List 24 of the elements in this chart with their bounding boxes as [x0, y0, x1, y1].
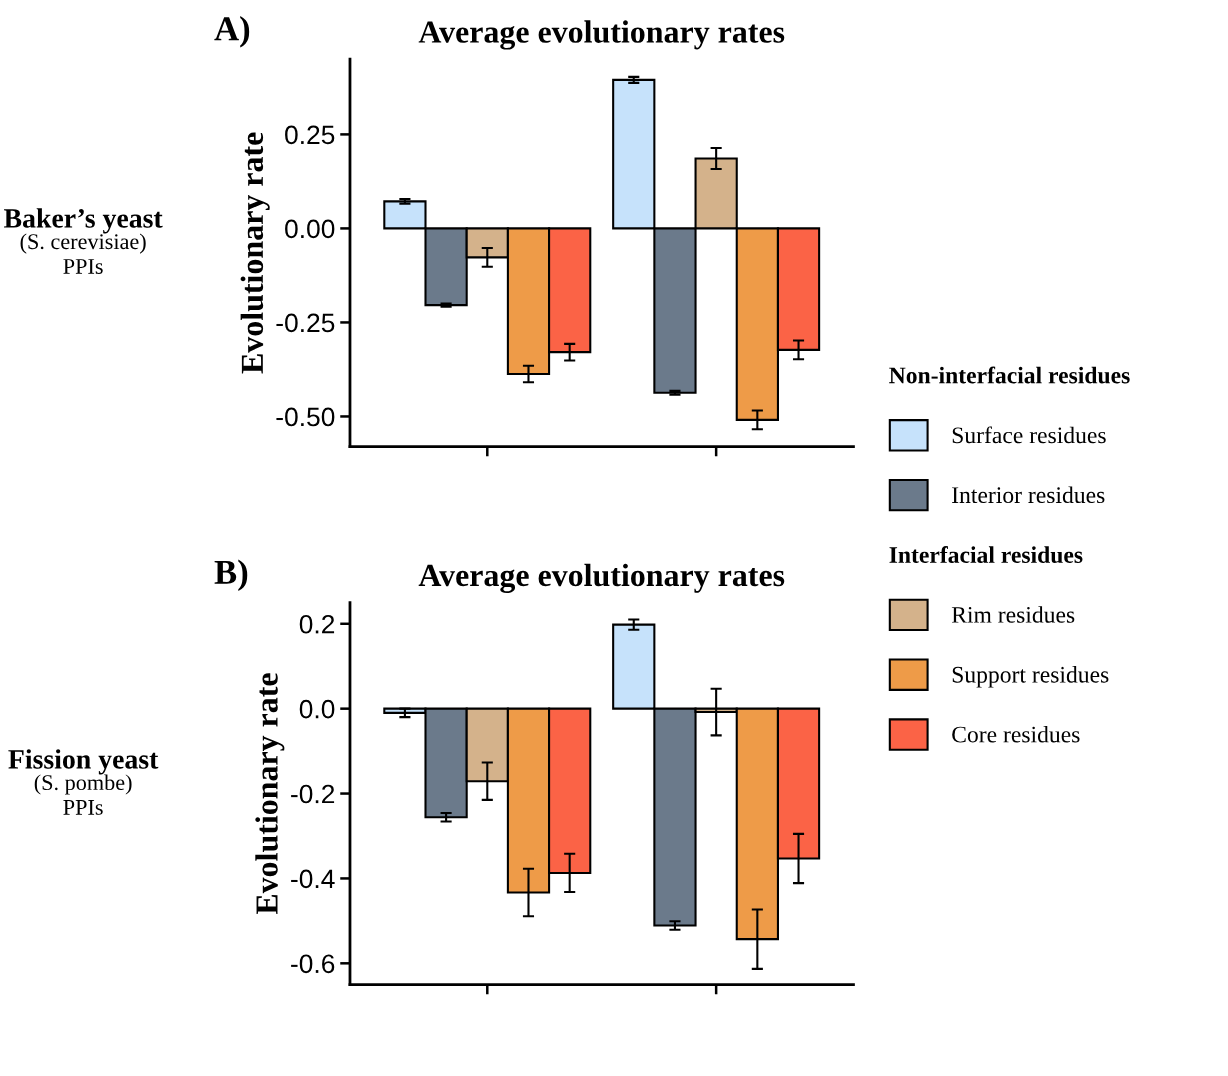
- legend-label: Surface residues: [952, 426, 1106, 444]
- y-tick-label: 0.25: [285, 125, 335, 145]
- y-axis-title: Evolutionary rate: [240, 132, 270, 374]
- text: Fission yeast (S. pombe) PPIs: [8, 749, 159, 815]
- legend-label: Support residues: [952, 666, 1109, 688]
- y-tick-label: -0.2: [291, 784, 335, 804]
- y-tick-label: -0.25: [276, 313, 335, 333]
- text: Non-interfacial residues: [889, 366, 1130, 384]
- y-tick-label: 0.0: [299, 699, 335, 719]
- legend-label: Interior residues: [952, 486, 1105, 504]
- y-tick-label: -0.4: [291, 869, 335, 889]
- chart-title: Average evolutionary rates: [418, 20, 785, 50]
- chart-title: Average evolutionary rates: [418, 563, 785, 593]
- text: Baker’s yeast (S. cerevisiae) PPIs: [4, 208, 163, 274]
- legend-label: Rim residues: [951, 606, 1075, 623]
- legend-label: Core residues: [952, 725, 1080, 743]
- text: A): [214, 16, 250, 48]
- y-tick-label: 0.00: [285, 219, 335, 239]
- y-tick-label: -0.6: [291, 954, 335, 974]
- text: B): [214, 559, 248, 592]
- y-tick-label: -0.50: [276, 407, 335, 427]
- y-axis-title: Evolutionary rate: [255, 673, 285, 915]
- text: Interfacial residues: [889, 546, 1083, 564]
- y-tick-label: 0.2: [299, 614, 335, 634]
